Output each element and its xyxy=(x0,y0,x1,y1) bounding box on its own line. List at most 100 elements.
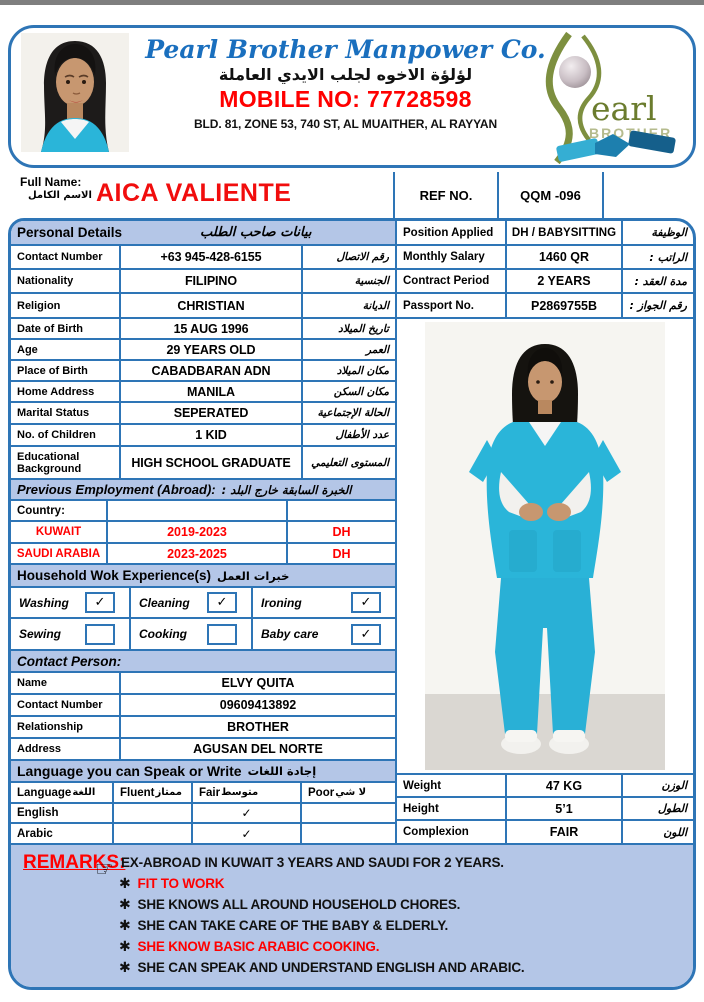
field-value: FILIPINO xyxy=(121,270,303,292)
language-table-header: Language اللغة Fluent ممتاز Fair متوسط Poor… xyxy=(11,783,395,804)
table-row: Country: xyxy=(11,501,395,522)
table-row: Place of Birth CABADBARAN ADN مكان الميل… xyxy=(11,361,395,382)
col-label: Fluent xyxy=(120,786,155,799)
photo-block xyxy=(397,319,693,775)
col-label: Poor xyxy=(308,786,335,799)
remark-line: ✱ SHE KNOWS ALL AROUND HOUSEHOLD CHORES. xyxy=(113,894,524,915)
field-value: DH / BABYSITTING xyxy=(507,221,623,244)
fluent-check xyxy=(114,824,193,843)
star-bullet-icon: ✱ xyxy=(119,959,131,976)
table-row: Nationality FILIPINO الجنسية xyxy=(11,270,395,294)
table-row: Contact Number 09609413892 xyxy=(11,695,395,717)
language-title-ar: إجادة اللغات xyxy=(247,764,317,778)
field-value: BROTHER xyxy=(227,720,289,734)
field-label: Position Applied xyxy=(397,221,507,244)
logo-pearl-text: earl xyxy=(591,89,657,128)
field-label: Religion xyxy=(11,294,121,317)
cleaning-checkbox: ✓ xyxy=(207,592,237,613)
remark-text: FIT TO WORK xyxy=(137,876,225,891)
washing-checkbox: ✓ xyxy=(85,592,115,613)
household-item-label: Ironing xyxy=(261,595,302,610)
field-arabic: رقم الاتصال xyxy=(336,251,390,263)
personal-details-title-ar: بيانات صاحب الطلب xyxy=(200,225,312,240)
field-value: SEPERATED xyxy=(121,403,303,423)
field-arabic: المستوى التعليمي xyxy=(311,456,389,469)
ironing-checkbox: ✓ xyxy=(351,592,381,613)
applicant-fullbody-photo xyxy=(425,322,665,770)
name-ref-row: Full Name: الاسم الكامل AICA VALIENTE RE… xyxy=(8,172,696,218)
household-item: Ironing ✓ xyxy=(253,588,395,617)
household-item: Cooking xyxy=(131,619,253,649)
personal-details-header: Personal Details بيانات صاحب الطلب xyxy=(11,221,395,246)
table-row: Date of Birth 15 AUG 1996 تاريخ الميلاد xyxy=(11,319,395,340)
field-label: Passport No. xyxy=(397,294,507,317)
household-item-label: Cleaning xyxy=(139,595,190,610)
field-arabic: رقم الجواز : xyxy=(629,299,687,312)
col-label-ar: ممتاز xyxy=(155,787,183,798)
field-value: P2869755B xyxy=(507,294,623,317)
field-arabic: الجنسية xyxy=(354,275,389,287)
household-item-label: Washing xyxy=(19,595,69,610)
contact-person-title: Contact Person: xyxy=(17,653,122,669)
fluent-col-header: Fluent ممتاز xyxy=(114,783,193,802)
ref-empty-cell xyxy=(602,172,696,218)
field-label: Educational Background xyxy=(11,447,121,478)
table-row: Height 5’1 الطول xyxy=(397,798,693,821)
table-row: SAUDI ARABIA 2023-2025 DH xyxy=(11,544,395,565)
previous-employment-header: Previous Employment (Abroad): الخبرة الس… xyxy=(11,480,395,501)
poor-check xyxy=(302,824,395,843)
fair-check: ✓ xyxy=(193,804,302,822)
remark-text: SHE KNOWS ALL AROUND HOUSEHOLD CHORES. xyxy=(137,897,461,912)
employment-position: DH xyxy=(332,546,351,561)
form-body: Personal Details بيانات صاحب الطلب Conta… xyxy=(8,218,696,990)
household-item-label: Sewing xyxy=(19,627,62,641)
remarks-lines: EX-ABROAD IN KUWAIT 3 YEARS AND SAUDI FO… xyxy=(113,852,525,978)
field-arabic: مكان السكن xyxy=(333,385,389,398)
ref-no-value: QQM -096 xyxy=(497,172,602,218)
table-row: Weight 47 KG الوزن xyxy=(397,775,693,798)
field-value: 09609413892 xyxy=(219,698,297,712)
table-row: Address AGUSAN DEL NORTE xyxy=(11,739,395,761)
country-label: Country: xyxy=(11,501,108,520)
field-value: MANILA xyxy=(121,382,303,401)
window-edge-strip xyxy=(0,0,704,5)
household-experience-header: Household Wok Experience(s) خبرات العمل xyxy=(11,565,395,588)
previous-employment-title: Previous Employment (Abroad): xyxy=(17,482,216,497)
language-name: English xyxy=(11,804,114,822)
field-value: 5’1 xyxy=(507,798,623,819)
remark-line: EX-ABROAD IN KUWAIT 3 YEARS AND SAUDI FO… xyxy=(121,855,504,870)
poor-col-header: Poor لا شي xyxy=(302,783,395,802)
field-arabic: عدد الأطفال xyxy=(335,429,389,441)
household-title: Household Wok Experience(s) xyxy=(17,568,212,583)
field-arabic: الطول xyxy=(657,802,687,815)
handshake-icon xyxy=(556,130,676,162)
remarks-section: REMARKS: ☞ EX-ABROAD IN KUWAIT 3 YEARS A… xyxy=(11,845,693,987)
col-label-ar: لا شي xyxy=(335,787,367,798)
right-panel: Position Applied DH / BABYSITTING الوظيف… xyxy=(397,221,693,845)
remark-line: ✱ SHE CAN TAKE CARE OF THE BABY & ELDERL… xyxy=(113,915,524,936)
fair-col-header: Fair متوسط xyxy=(193,783,302,802)
table-row: Marital Status SEPERATED الحالة الإجتماع… xyxy=(11,403,395,425)
col-label: Fair xyxy=(199,786,221,799)
field-value: 15 AUG 1996 xyxy=(121,319,303,338)
mobile-number: MOBILE NO: 77728598 xyxy=(219,86,472,112)
ref-no-label: REF NO. xyxy=(393,172,497,218)
field-value: 1 KID xyxy=(121,425,303,445)
field-value: FAIR xyxy=(507,821,623,843)
field-value: CABADBARAN ADN xyxy=(121,361,303,380)
field-label: Name xyxy=(11,673,121,693)
remark-line: ✱ FIT TO WORK xyxy=(113,873,524,894)
table-row: Passport No. P2869755B رقم الجواز : xyxy=(397,294,693,319)
poor-check xyxy=(302,804,395,822)
field-value: AGUSAN DEL NORTE xyxy=(193,742,323,756)
col-label-ar: اللغة xyxy=(72,787,96,798)
star-bullet-icon: ✱ xyxy=(119,917,131,934)
field-label: Contact Number xyxy=(11,246,121,268)
pearl-brother-logo: earl BROTHER xyxy=(545,31,676,165)
household-item: Washing ✓ xyxy=(11,588,131,617)
field-label: Age xyxy=(11,340,121,359)
full-name-label-ar: الاسم الكامل xyxy=(28,190,92,201)
col-label-ar: متوسط xyxy=(221,787,259,798)
table-row: Contact Number +63 945-428-6155 رقم الات… xyxy=(11,246,395,270)
